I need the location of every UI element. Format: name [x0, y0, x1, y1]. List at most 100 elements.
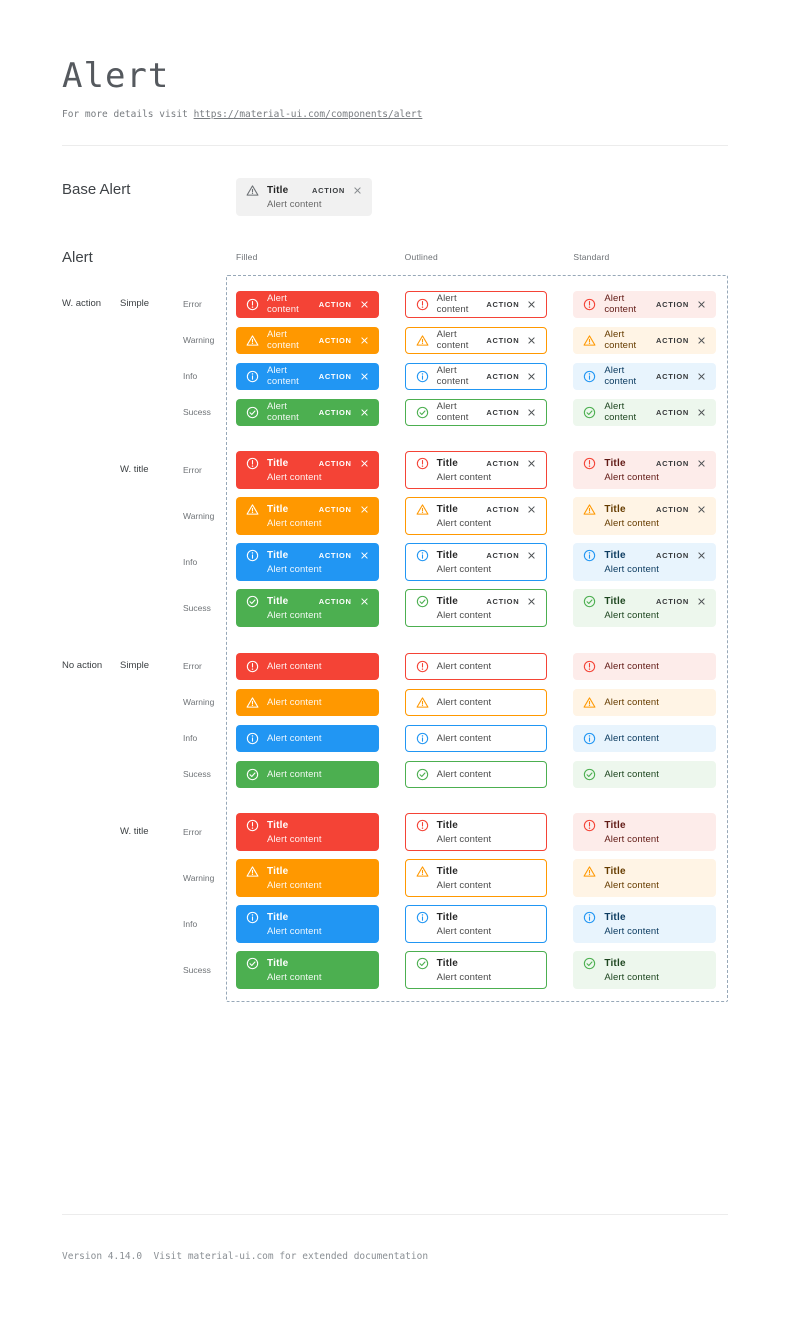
alert-title: Title	[267, 820, 289, 831]
close-icon[interactable]	[527, 300, 536, 309]
alert-content: Alert content	[436, 564, 492, 575]
alert-action-button[interactable]: ACTION	[318, 551, 352, 560]
severity-labels: Error Warning Info Sucess	[183, 286, 226, 430]
close-icon[interactable]	[527, 336, 536, 345]
material-ui-link[interactable]: https://material-ui.com/components/alert	[193, 109, 423, 120]
alert-row-warning: Title Alert content Title Alert content Titl…	[226, 855, 728, 901]
alert-content: Alert content	[267, 696, 322, 708]
alert-action-button[interactable]: ACTION	[318, 597, 352, 606]
alert-content: Alert content	[267, 926, 322, 937]
alert-action-button[interactable]: ACTION	[486, 407, 520, 417]
close-icon[interactable]	[527, 459, 536, 468]
alert-content: Alert content	[267, 518, 322, 529]
close-icon[interactable]	[697, 459, 706, 468]
close-icon[interactable]	[527, 597, 536, 606]
alert-action-button[interactable]: ACTION	[318, 299, 352, 309]
close-icon[interactable]	[360, 551, 369, 560]
alert-action-button[interactable]: ACTION	[318, 459, 352, 468]
alert-row-info: Alert content Alert content Alert content	[226, 720, 728, 756]
alert-action-button[interactable]: ACTION	[318, 335, 352, 345]
alert-action-button[interactable]: ACTION	[486, 299, 520, 309]
close-icon[interactable]	[360, 597, 369, 606]
alert-action-button[interactable]: ACTION	[656, 407, 689, 417]
alert-action-button[interactable]: ACTION	[486, 551, 520, 560]
severity-label-error: Error	[183, 827, 202, 837]
severity-label-info: Info	[183, 557, 198, 567]
alert-action-button[interactable]: ACTION	[486, 335, 520, 345]
alert-action-button[interactable]: ACTION	[656, 335, 689, 345]
warning-icon	[246, 503, 259, 516]
close-icon[interactable]	[697, 372, 706, 381]
severity-label-success: Sucess	[183, 603, 211, 613]
close-icon[interactable]	[353, 186, 362, 195]
alert-action-button[interactable]: ACTION	[486, 459, 520, 468]
close-icon[interactable]	[360, 300, 369, 309]
base-alert-section-label: Base Alert	[62, 181, 131, 198]
alert-row1: Title ACTION	[583, 595, 706, 608]
close-icon[interactable]	[527, 505, 536, 514]
close-icon[interactable]	[697, 505, 706, 514]
group-label	[62, 809, 120, 993]
alert-outlined-info-simple: Alert content	[404, 724, 548, 752]
alert-row-warning: Title ACTION Alert content Title ACTION Alert…	[226, 493, 728, 539]
close-icon[interactable]	[360, 505, 369, 514]
alert-action-button[interactable]: ACTION	[318, 407, 352, 417]
alert-action-button[interactable]: ACTION	[656, 299, 689, 309]
alert-standard-error-simple: Alert content ACTION	[573, 290, 716, 318]
alert-standard-warning-simple: Alert content ACTION	[573, 326, 716, 354]
alert-title: Title	[436, 458, 459, 469]
close-icon[interactable]	[697, 408, 706, 417]
alert-action-button[interactable]: ACTION	[486, 371, 520, 381]
alert-action-button[interactable]: ACTION	[656, 459, 689, 468]
alert-outlined-error-simple: Alert content	[404, 652, 548, 680]
error-icon	[246, 660, 259, 673]
alert-row1: Title	[246, 819, 369, 832]
alert-row-info: Alert content ACTION Alert content ACTION Al…	[226, 358, 728, 394]
warning-icon	[583, 865, 596, 878]
warning-icon	[416, 696, 429, 709]
success-icon	[583, 957, 596, 970]
close-icon[interactable]	[360, 336, 369, 345]
alert-standard-success-titled: Title Alert content	[573, 951, 716, 989]
alert-action-button[interactable]: ACTION	[318, 371, 352, 381]
alert-row-success: Alert content ACTION Alert content ACTION Al…	[226, 394, 728, 430]
alert-content: Alert content	[436, 834, 492, 845]
close-icon[interactable]	[360, 459, 369, 468]
alert-outlined-info-simple: Alert content ACTION	[404, 362, 548, 390]
footer-divider	[62, 1214, 728, 1215]
alert-action-button[interactable]: ACTION	[656, 505, 689, 514]
alert-action-button[interactable]: ACTION	[312, 186, 345, 195]
close-icon[interactable]	[697, 597, 706, 606]
alert-title: Title	[604, 504, 626, 515]
alert-content: Alert content	[267, 365, 299, 387]
close-icon[interactable]	[527, 408, 536, 417]
warning-icon	[583, 503, 596, 516]
alert-action-button[interactable]: ACTION	[486, 505, 520, 514]
alert-content: Alert content	[436, 926, 492, 937]
page-title: Alert	[62, 56, 170, 96]
alert-row1: Title ACTION	[246, 457, 369, 470]
close-icon[interactable]	[527, 551, 536, 560]
close-icon[interactable]	[697, 336, 706, 345]
alert-action-button[interactable]: ACTION	[656, 597, 689, 606]
success-icon	[246, 768, 259, 781]
base-alert-section: Base Alert Title ACTION Alert content	[62, 178, 728, 216]
close-icon[interactable]	[697, 551, 706, 560]
alert-action-button[interactable]: ACTION	[656, 371, 689, 381]
close-icon[interactable]	[697, 300, 706, 309]
alert-standard-warning-titled: Title Alert content	[573, 859, 716, 897]
alert-filled-warning-titled: Title ACTION Alert content	[236, 497, 379, 535]
alert-row1: Title ACTION	[246, 503, 369, 516]
alert-title: Title	[267, 866, 289, 877]
alert-rows: Alert content Alert content Alert content A…	[226, 648, 728, 792]
alert-outlined-warning-titled: Title ACTION Alert content	[404, 497, 548, 535]
severity-labels: Error Warning Info Sucess	[183, 447, 226, 631]
close-icon[interactable]	[360, 372, 369, 381]
error-icon	[246, 819, 259, 832]
alert-action-button[interactable]: ACTION	[486, 597, 520, 606]
alert-row1: Alert content ACTION	[416, 328, 537, 353]
alert-action-button[interactable]: ACTION	[656, 551, 689, 560]
close-icon[interactable]	[360, 408, 369, 417]
close-icon[interactable]	[527, 372, 536, 381]
alert-action-button[interactable]: ACTION	[318, 505, 352, 514]
